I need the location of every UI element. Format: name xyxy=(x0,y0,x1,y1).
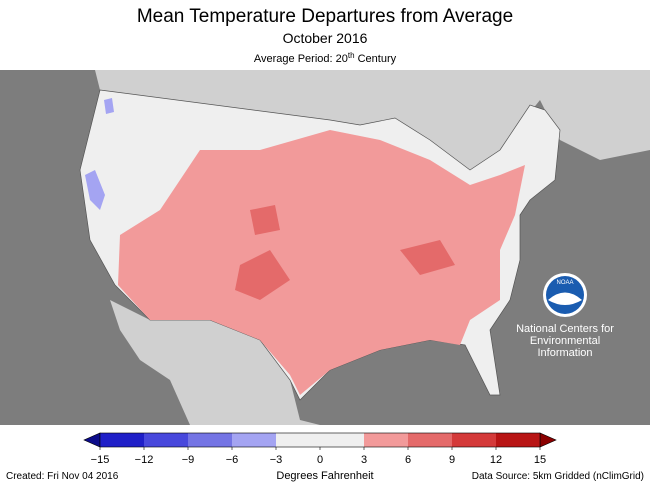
cool-spot xyxy=(85,170,105,210)
color-bin xyxy=(452,433,496,447)
logo-line: Environmental xyxy=(530,335,600,347)
logo-wave xyxy=(548,292,582,305)
logo-line: National Centers for xyxy=(516,323,614,335)
canada xyxy=(0,70,650,170)
map: NOAA National Centers for Environmental … xyxy=(0,70,650,425)
cool-spot xyxy=(104,98,114,114)
noaa-logo: NOAA National Centers for Environmental … xyxy=(516,273,614,359)
color-bin xyxy=(364,433,408,447)
tick-label: 9 xyxy=(449,454,455,466)
color-bin xyxy=(496,433,540,447)
tick-label: 15 xyxy=(534,454,546,466)
period-prefix: Average Period: 20 xyxy=(254,53,348,65)
tick-label: 0 xyxy=(317,454,323,466)
color-bin xyxy=(188,433,232,447)
color-bin xyxy=(320,433,364,447)
created: Created: Fri Nov 04 2016 xyxy=(6,471,119,482)
period: Average Period: 20th Century xyxy=(254,51,397,65)
logo-line: Information xyxy=(537,347,592,359)
tick-label: −3 xyxy=(270,454,283,466)
tick-label: −9 xyxy=(182,454,195,466)
tick-label: −12 xyxy=(135,454,154,466)
color-bin xyxy=(232,433,276,447)
warm-region xyxy=(118,130,525,395)
title: Mean Temperature Departures from Average xyxy=(137,6,513,27)
color-bin xyxy=(144,433,188,447)
warmer-spot xyxy=(250,205,280,235)
logo-name: NOAA xyxy=(556,280,573,286)
under-arrow xyxy=(83,432,101,448)
tick-label: 6 xyxy=(405,454,411,466)
period-suffix: Century xyxy=(355,53,397,65)
tick-label: 12 xyxy=(490,454,502,466)
color-bin xyxy=(100,433,144,447)
source: Data Source: 5km Gridded (nClimGrid) xyxy=(472,471,644,482)
color-bin xyxy=(408,433,452,447)
tick-label: −15 xyxy=(91,454,110,466)
colorbar-label: Degrees Fahrenheit xyxy=(276,470,373,482)
over-arrow xyxy=(539,432,557,448)
mexico xyxy=(110,300,320,425)
warmer-spot xyxy=(400,240,455,275)
warmer-spot xyxy=(235,250,290,300)
subtitle: October 2016 xyxy=(283,30,368,46)
tick-label: −6 xyxy=(226,454,239,466)
color-bin xyxy=(276,433,320,447)
period-sup: th xyxy=(348,51,355,60)
tick-label: 3 xyxy=(361,454,367,466)
colorbar: −15 −12 −9 −6 −3 0 3 6 9 12 15 xyxy=(83,432,557,466)
